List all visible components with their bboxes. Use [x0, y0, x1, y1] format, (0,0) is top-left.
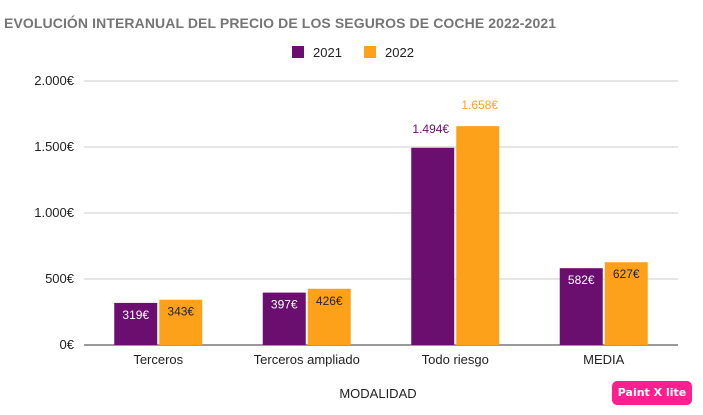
data-label-2022-0: 343€: [167, 305, 194, 319]
x-axis: Terceros Terceros ampliado Todo riesgo MEDI…: [133, 352, 624, 367]
y-tick-label: 2.000€: [34, 73, 75, 88]
legend: 2021 2022: [292, 45, 414, 60]
x-axis-title: MODALIDAD: [339, 386, 416, 401]
y-axis: 0€ 500€ 1.000€ 1.500€ 2.000€: [34, 73, 75, 352]
y-tick-label: 500€: [45, 271, 75, 286]
data-label-2021-2: 1.494€: [412, 122, 449, 136]
data-label-2021-0: 319€: [122, 308, 149, 322]
x-tick-label: MEDIA: [583, 352, 625, 367]
data-label-2022-1: 426€: [316, 294, 343, 308]
bar-2021-2: [411, 147, 455, 345]
data-label-2022-3: 627€: [613, 267, 640, 281]
legend-label-2021: 2021: [313, 45, 342, 60]
legend-swatch-2021: [292, 46, 304, 58]
data-label-2021-1: 397€: [271, 298, 298, 312]
legend-label-2022: 2022: [385, 45, 414, 60]
bar-2022-1: [307, 288, 351, 345]
bar-2021-0: [114, 302, 158, 345]
bar-2022-2: [456, 126, 500, 345]
bar-2021-3: [559, 268, 603, 345]
chart-title: EVOLUCIÓN INTERANUAL DEL PRECIO DE LOS S…: [4, 15, 557, 31]
x-tick-label: Terceros: [133, 352, 183, 367]
data-label-2022-2: 1.658€: [461, 98, 498, 112]
y-tick-label: 0€: [60, 337, 75, 352]
bar-2022-0: [159, 299, 203, 345]
data-labels: 319€ 343€ 397€ 426€ 1.494€ 1.658€ 582€ 627€: [122, 98, 640, 322]
bars: [114, 126, 648, 345]
y-tick-label: 1.000€: [34, 205, 75, 220]
legend-swatch-2022: [364, 46, 376, 58]
bar-2021-1: [262, 292, 306, 345]
x-tick-label: Todo riesgo: [422, 352, 489, 367]
watermark-logo: Paint X lite: [612, 381, 692, 405]
y-tick-label: 1.500€: [34, 139, 75, 154]
x-tick-label: Terceros ampliado: [254, 352, 360, 367]
data-label-2021-3: 582€: [568, 273, 595, 287]
bar-2022-3: [604, 262, 648, 345]
